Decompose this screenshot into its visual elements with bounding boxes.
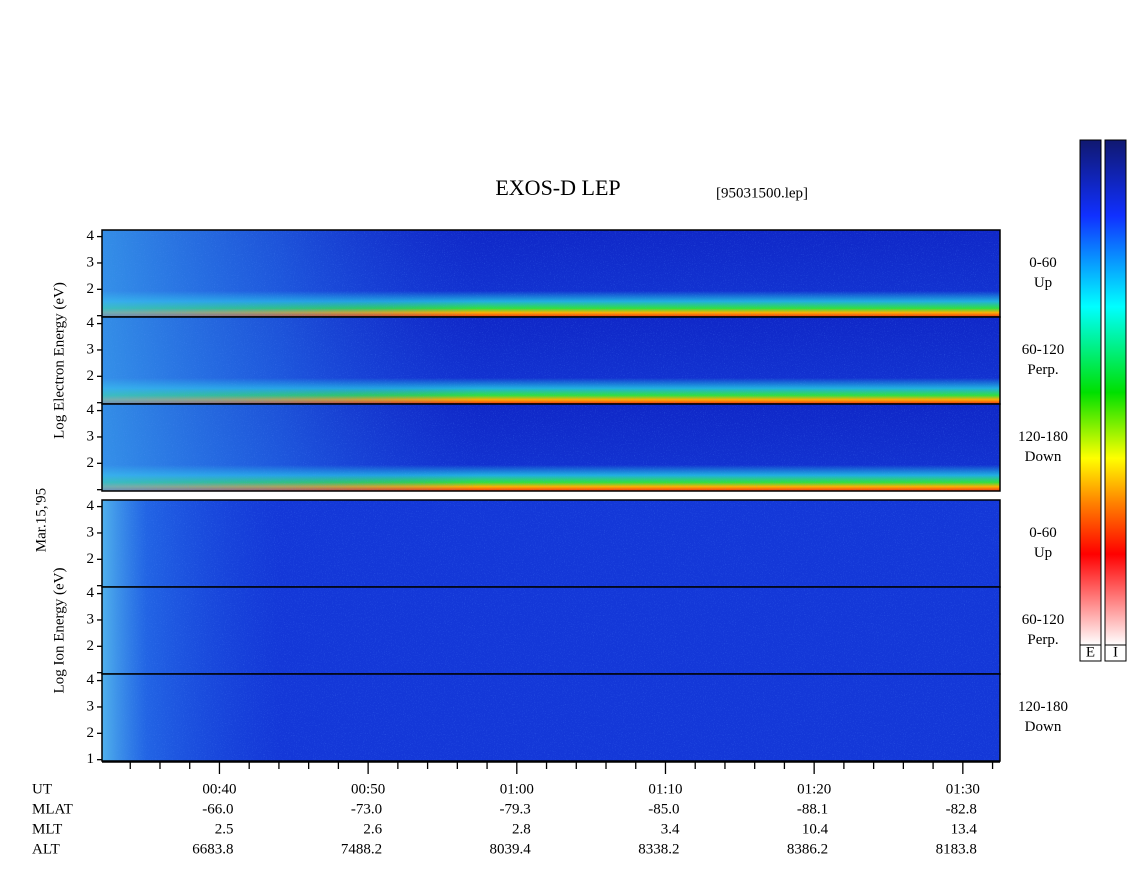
ephemeris-value: 2.5: [215, 821, 234, 837]
y-tick-label: 2: [87, 368, 95, 384]
ephemeris-value: 7488.2: [341, 841, 382, 857]
ephemeris-value: -85.0: [648, 801, 679, 817]
y-tick-label: 3: [87, 611, 95, 627]
y-tick-label: 2: [87, 551, 95, 567]
panel-angle: 0-60: [1029, 255, 1057, 271]
ephemeris-value: -66.0: [202, 801, 233, 817]
panel-angle: 120-180: [1018, 429, 1068, 445]
date-label: Mar.15,'95: [33, 488, 49, 552]
ephemeris-value: 2.6: [363, 821, 382, 837]
ephemeris-value: -79.3: [500, 801, 531, 817]
ephemeris-value: 8039.4: [490, 841, 532, 857]
y-tick-label: 2: [87, 281, 95, 297]
y-tick-label: 1: [87, 751, 95, 767]
panel-direction: Up: [1034, 545, 1052, 561]
ephemeris-value: -73.0: [351, 801, 382, 817]
spectrogram-noise: [102, 404, 1000, 491]
ephemeris-value: 3.4: [661, 821, 680, 837]
y-axis-label: Log Ion Energy (eV): [51, 568, 67, 694]
panel-frame: [101, 403, 1001, 492]
y-tick-label: 4: [87, 402, 95, 418]
ephemeris-value: 6683.8: [192, 841, 233, 857]
y-tick-label: 2: [87, 725, 95, 741]
colorbar-box: [1104, 644, 1127, 662]
y-tick-label: 3: [87, 341, 95, 357]
y-tick-label: 4: [87, 228, 95, 244]
ephemeris-value: 10.4: [802, 821, 829, 837]
panel-direction: Perp.: [1027, 362, 1058, 378]
panel-frame: [101, 673, 1001, 762]
ephemeris-value: 8183.8: [936, 841, 977, 857]
ephemeris-value: 8338.2: [638, 841, 679, 857]
ephemeris-value: -82.8: [946, 801, 977, 817]
chart-title: EXOS-D LEP: [495, 175, 620, 200]
y-tick-label: 4: [87, 672, 95, 688]
y-tick-label: 4: [87, 585, 95, 601]
y-tick-label: 3: [87, 524, 95, 540]
row-label: MLAT: [32, 801, 73, 817]
x-tick-label: 01:20: [797, 781, 831, 797]
colorbars: E I: [1079, 139, 1127, 662]
x-tick-label: 01:30: [946, 781, 980, 797]
colorbar-label: I: [1113, 644, 1118, 660]
spectrogram-noise: [102, 674, 1000, 761]
x-tick-label: 01:10: [648, 781, 682, 797]
y-axis-label: Log Electron Energy (eV): [51, 282, 67, 439]
spectrogram-noise: [102, 230, 1000, 317]
row-label: ALT: [32, 841, 60, 857]
ephemeris-value: -88.1: [797, 801, 828, 817]
y-tick-label: 3: [87, 254, 95, 270]
colorbar-label: E: [1086, 644, 1095, 660]
x-tick-label: 00:50: [351, 781, 385, 797]
y-tick-label: 2: [87, 638, 95, 654]
y-tick-label: 3: [87, 698, 95, 714]
panel-angle: 0-60: [1029, 525, 1057, 541]
y-tick-label: 4: [87, 315, 95, 331]
panel-angle: 120-180: [1018, 699, 1068, 715]
spectrogram-noise: [102, 500, 1000, 587]
colorbar-box: [1079, 644, 1102, 662]
y-tick-label: 3: [87, 428, 95, 444]
ephemeris-value: 13.4: [951, 821, 978, 837]
x-tick-label: 01:00: [500, 781, 534, 797]
panel-angle: 60-120: [1022, 612, 1065, 628]
panel-direction: Up: [1034, 275, 1052, 291]
file-name: [95031500.lep]: [716, 185, 808, 201]
spectrogram-noise: [102, 587, 1000, 674]
row-label: MLT: [32, 821, 62, 837]
row-label: UT: [32, 781, 52, 797]
panel-direction: Down: [1025, 719, 1062, 735]
colorbar: [1104, 139, 1127, 646]
panel-direction: Perp.: [1027, 632, 1058, 648]
spectrogram-noise: [102, 317, 1000, 404]
ephemeris-value: 8386.2: [787, 841, 828, 857]
x-tick-label: 00:40: [202, 781, 236, 797]
y-tick-label: 2: [87, 455, 95, 471]
colorbar: [1079, 139, 1102, 646]
panel-direction: Down: [1025, 449, 1062, 465]
y-tick-label: 4: [87, 498, 95, 514]
panel-angle: 60-120: [1022, 342, 1065, 358]
ephemeris-value: 2.8: [512, 821, 531, 837]
